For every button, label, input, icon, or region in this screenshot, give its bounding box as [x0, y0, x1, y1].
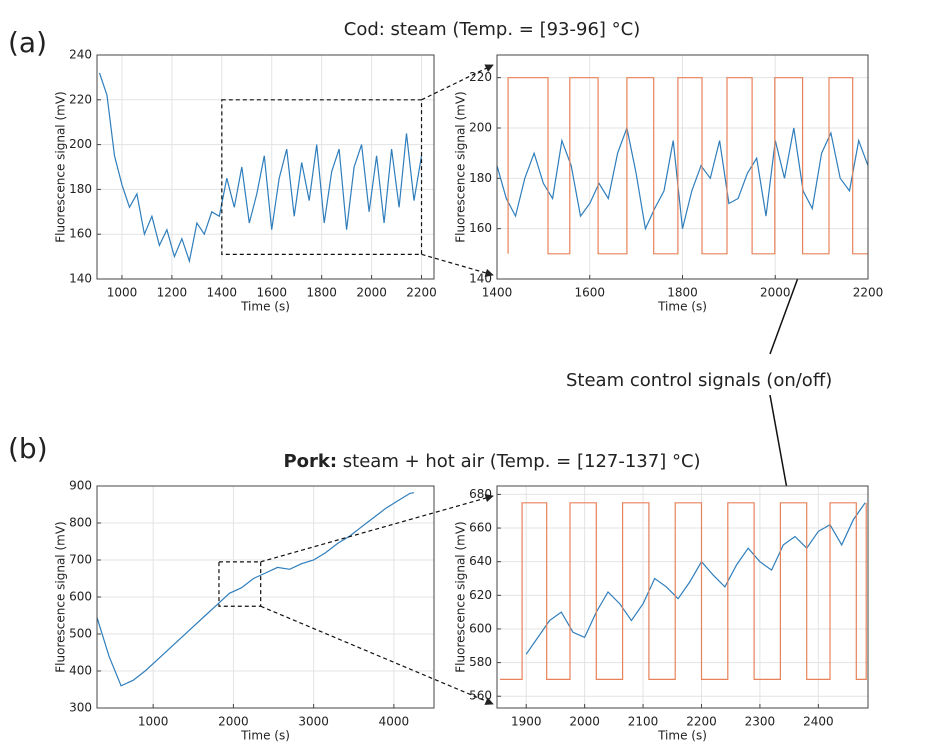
y-axis-label: Fluorescence signal (mV) [454, 91, 468, 242]
y-tick-label: 900 [69, 479, 92, 493]
zoom-arrow [421, 64, 494, 101]
y-tick-label: 220 [469, 70, 492, 84]
x-axis-label: Time (s) [657, 729, 707, 743]
x-tick-label: 1600 [256, 286, 287, 300]
y-tick-label: 640 [469, 554, 492, 568]
y-tick-label: 500 [69, 627, 92, 641]
data-line [499, 502, 867, 680]
y-tick-label: 580 [469, 655, 492, 669]
panel-label: (a) [8, 26, 47, 59]
y-tick-label: 300 [69, 701, 92, 715]
x-tick-label: 1900 [511, 715, 542, 729]
x-tick-label: 1800 [667, 286, 698, 300]
x-tick-label: 1400 [482, 286, 513, 300]
x-tick-label: 1200 [157, 286, 188, 300]
x-tick-label: 2200 [686, 715, 717, 729]
data-line [98, 72, 423, 264]
x-tick-label: 2400 [803, 715, 834, 729]
title-bold: Pork: [283, 451, 337, 472]
panel-title: Cod: steam (Temp. = [93-96] °C) [344, 19, 641, 40]
plot-frame [96, 485, 435, 709]
y-tick-label: 560 [469, 689, 492, 703]
zoom-box [218, 561, 262, 607]
y-tick-label: 680 [469, 487, 492, 501]
y-tick-label: 200 [69, 137, 92, 151]
y-tick-label: 180 [469, 171, 492, 185]
x-tick-label: 3000 [298, 715, 329, 729]
x-axis-label: Time (s) [657, 300, 707, 314]
x-tick-label: 1000 [138, 715, 169, 729]
x-tick-label: 2000 [760, 286, 791, 300]
plot-area [497, 486, 868, 708]
y-tick-label: 400 [69, 664, 92, 678]
zoom-arrow [260, 605, 494, 705]
y-tick-label: 220 [69, 92, 92, 106]
title-rest: steam + hot air (Temp. = [127-137] °C) [337, 451, 700, 472]
y-tick-label: 620 [469, 588, 492, 602]
y-tick-label: 160 [69, 227, 92, 241]
annotation-arrow [769, 394, 793, 502]
zoom-box [221, 99, 423, 255]
x-tick-label: 2200 [406, 286, 437, 300]
plot-frame [496, 54, 869, 280]
y-tick-label: 800 [69, 516, 92, 530]
x-tick-label: 1800 [306, 286, 337, 300]
x-tick-label: 2100 [628, 715, 659, 729]
y-tick-label: 160 [469, 221, 492, 235]
y-tick-label: 700 [69, 553, 92, 567]
y-tick-label: 180 [69, 182, 92, 196]
x-tick-label: 2000 [218, 715, 249, 729]
x-axis-label: Time (s) [240, 729, 290, 743]
x-tick-label: 2000 [356, 286, 387, 300]
data-line [507, 77, 868, 255]
x-tick-label: 1400 [207, 286, 238, 300]
y-tick-label: 200 [469, 120, 492, 134]
data-line [525, 502, 866, 655]
y-tick-label: 140 [69, 272, 92, 286]
x-tick-label: 1600 [574, 286, 605, 300]
panel-title: Pork: steam + hot air (Temp. = [127-137]… [283, 451, 700, 472]
x-tick-label: 1000 [107, 286, 138, 300]
data-line [496, 125, 869, 231]
x-tick-label: 4000 [379, 715, 410, 729]
zoom-arrow [421, 253, 494, 277]
plot-frame [496, 485, 869, 709]
y-axis-label: Fluorescence signal (mV) [54, 91, 68, 242]
plot-frame [96, 54, 435, 280]
y-tick-label: 600 [469, 621, 492, 635]
y-tick-label: 660 [469, 521, 492, 535]
x-tick-label: 2200 [853, 286, 884, 300]
panel-label: (b) [8, 432, 48, 465]
x-tick-label: 2300 [745, 715, 776, 729]
y-axis-label: Fluorescence signal (mV) [454, 521, 468, 672]
y-tick-label: 240 [69, 48, 92, 62]
y-tick-label: 140 [469, 272, 492, 286]
x-axis-label: Time (s) [240, 300, 290, 314]
x-tick-label: 2000 [569, 715, 600, 729]
data-line [96, 492, 415, 687]
y-axis-label: Fluorescence signal (mV) [54, 521, 68, 672]
zoom-arrow [260, 494, 494, 563]
y-tick-label: 600 [69, 590, 92, 604]
annotation: Steam control signals (on/off) [566, 370, 832, 391]
